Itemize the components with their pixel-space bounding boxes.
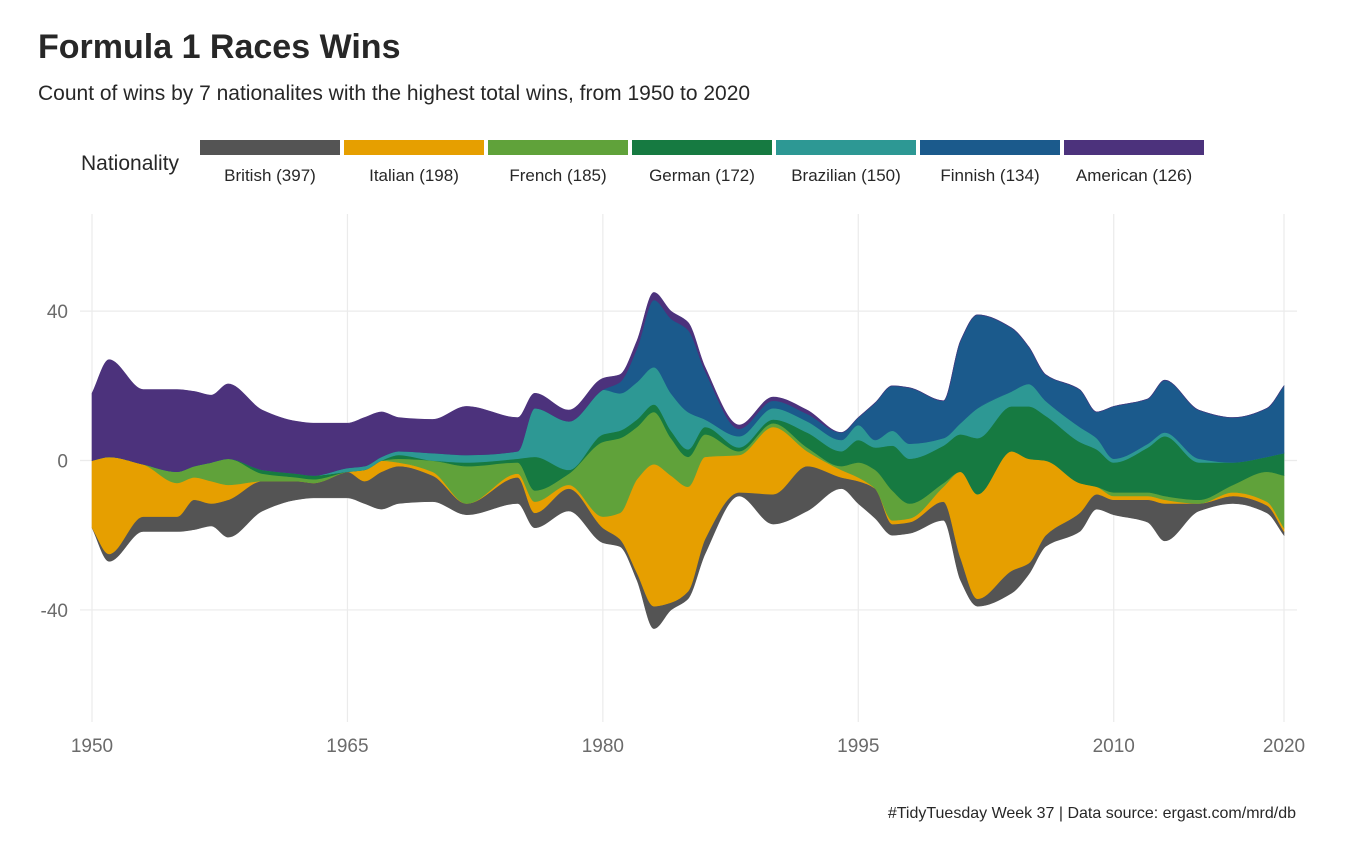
legend-label: British (397) [224, 166, 316, 185]
legend-item: American (126) [1064, 140, 1204, 186]
x-tick-label: 2020 [1263, 736, 1305, 757]
legend-swatch [920, 140, 1060, 155]
legend-swatch [1064, 140, 1204, 155]
chart-title: Formula 1 Races Wins [38, 28, 401, 66]
legend-item: Brazilian (150) [776, 140, 916, 186]
legend-swatch [776, 140, 916, 155]
chart-subtitle: Count of wins by 7 nationalites with the… [38, 82, 751, 105]
x-tick-label: 2010 [1093, 736, 1135, 757]
stream-layers [91, 292, 1285, 629]
y-axis-tick-labels: -40 0 40 [41, 302, 68, 622]
stream-american [91, 292, 1285, 476]
chart-caption: #TidyTuesday Week 37 | Data source: erga… [887, 805, 1296, 822]
legend-item: British (397) [200, 140, 340, 186]
legend-title: Nationality [81, 152, 180, 175]
legend-swatch [200, 140, 340, 155]
legend-item: German (172) [632, 140, 772, 186]
legend-label: French (185) [509, 166, 607, 185]
y-tick-label: 0 [57, 452, 68, 473]
legend-label: Italian (198) [369, 166, 459, 185]
x-tick-label: 1965 [326, 736, 368, 757]
y-tick-label: -40 [41, 601, 68, 622]
x-axis-tick-labels: 1950 1965 1980 1995 2010 2020 [71, 736, 1305, 757]
legend-label: American (126) [1075, 166, 1193, 185]
legend-item: Italian (198) [344, 140, 484, 186]
legend-label: Finnish (134) [940, 166, 1040, 185]
x-tick-label: 1950 [71, 736, 113, 757]
legend-item: French (185) [488, 140, 628, 186]
legend-swatch [632, 140, 772, 155]
x-tick-label: 1980 [582, 736, 624, 757]
legend-label: Brazilian (150) [791, 166, 901, 185]
legend-label: German (172) [649, 166, 755, 185]
y-tick-label: 40 [47, 302, 68, 323]
x-tick-label: 1995 [837, 736, 879, 757]
legend-swatch [344, 140, 484, 155]
legend-item: Finnish (134) [920, 140, 1060, 186]
legend-swatch [488, 140, 628, 155]
